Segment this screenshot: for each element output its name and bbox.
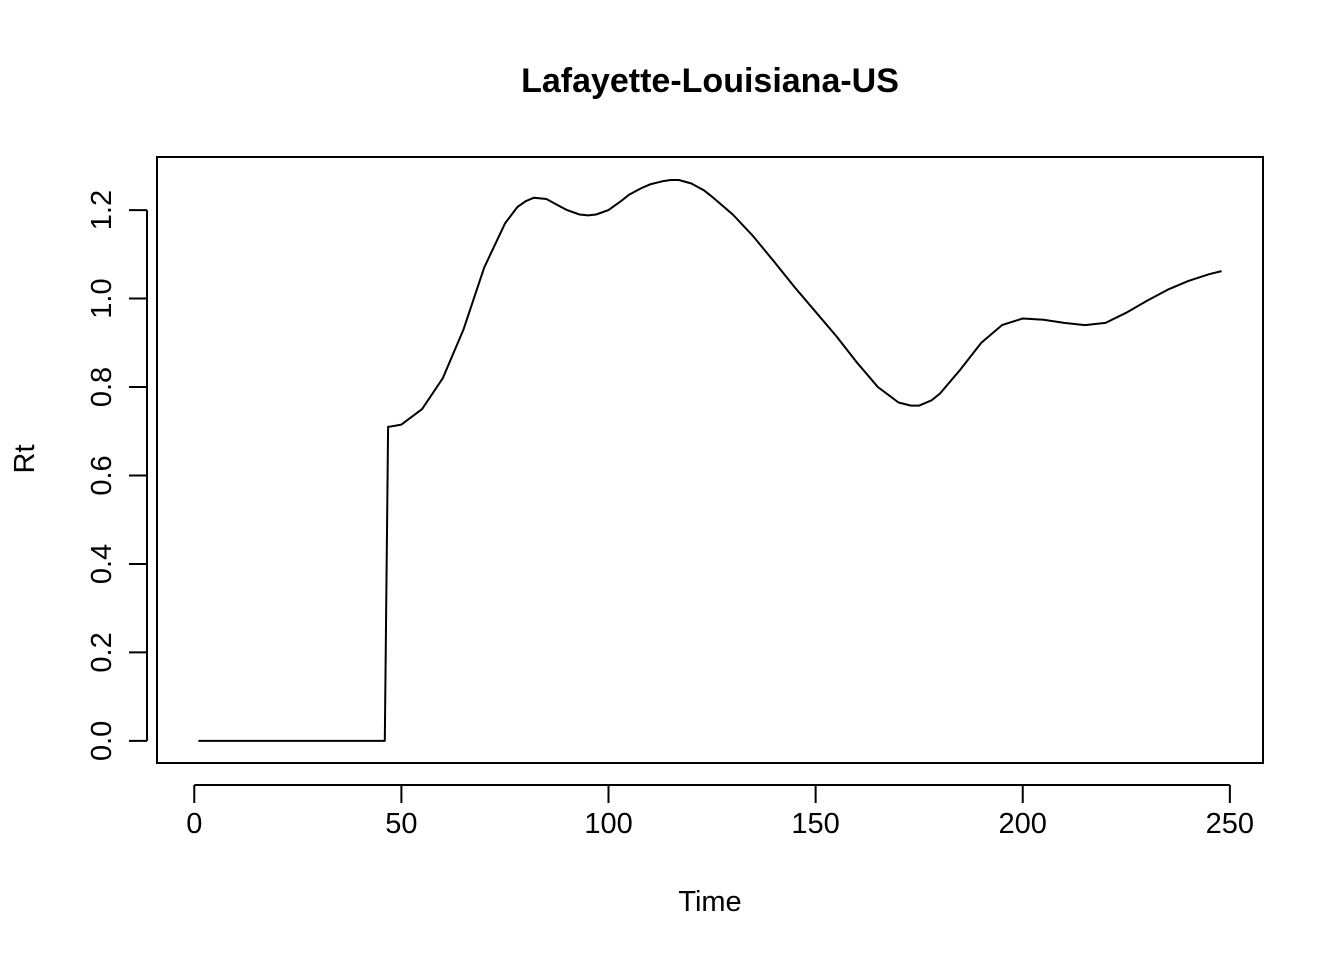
plot-frame: [156, 156, 1264, 764]
y-tick-label: 0.6: [86, 455, 118, 495]
x-tick-label: 250: [1206, 808, 1254, 840]
series-line: [198, 179, 1222, 742]
x-tick-label: 150: [791, 808, 839, 840]
x-tick-label: 100: [584, 808, 632, 840]
y-tick-label: 0.2: [86, 632, 118, 672]
series-layer: [198, 179, 1222, 742]
x-tick-label: 200: [999, 808, 1047, 840]
y-tick-label: 1.2: [86, 190, 118, 230]
y-axis-label: Rt: [9, 445, 41, 474]
x-axis: 0 50 100 150 200 250: [186, 784, 1254, 840]
x-tick-label: 0: [186, 808, 202, 840]
chart-title: Lafayette-Louisiana-US: [521, 62, 899, 100]
x-tick-label: 50: [385, 808, 417, 840]
y-tick-label: 1.0: [86, 278, 118, 318]
y-axis: 0.0 0.2 0.4 0.6 0.8 1.0 1.2: [86, 190, 148, 761]
y-tick-label: 0.8: [86, 367, 118, 407]
x-axis-label: Time: [678, 886, 741, 918]
y-tick-label: 0.0: [86, 721, 118, 761]
y-tick-label: 0.4: [86, 544, 118, 584]
